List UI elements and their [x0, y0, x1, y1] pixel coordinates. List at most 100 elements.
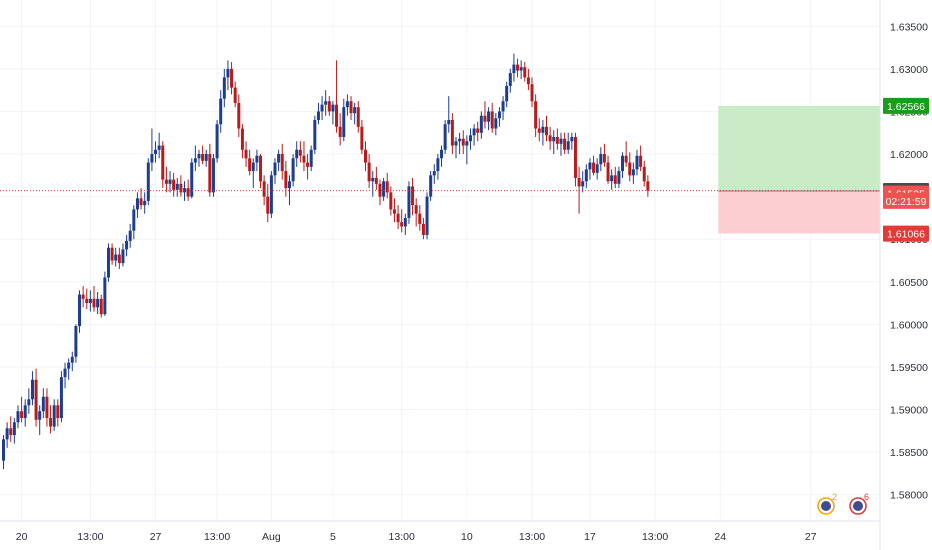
candle-body	[642, 166, 646, 182]
candle-body	[244, 149, 248, 159]
axis-tag-background	[883, 192, 929, 209]
dividend-event-icon[interactable]: 6	[849, 492, 869, 515]
candle-body	[81, 294, 85, 299]
axis-tag-label: 1.61066	[887, 229, 925, 241]
candle-body	[161, 145, 165, 180]
axis-tag-background	[883, 225, 929, 242]
candle-body	[92, 298, 96, 308]
candle-body	[407, 186, 411, 218]
candle-body	[128, 230, 132, 241]
time-tick-label: 20	[16, 531, 28, 543]
time-axis[interactable]: 20 13:00 27 13:00 Aug 5 13:00 10 13:00 17 13:00 24 2…	[16, 531, 817, 543]
candle-body	[465, 141, 469, 146]
candle-body	[364, 149, 367, 163]
candle-body	[483, 115, 487, 122]
candle-body	[27, 399, 31, 406]
candle-body	[219, 98, 223, 125]
candle-body	[52, 405, 56, 427]
candle-body	[595, 164, 599, 173]
candle-body	[468, 135, 472, 142]
price-tick-label: 1.59000	[890, 405, 928, 417]
axis-tag-label: 02:21:59	[886, 196, 927, 208]
candle-body	[103, 277, 107, 315]
candle-body	[16, 411, 20, 423]
candle-body	[639, 155, 643, 167]
candle-body	[309, 149, 313, 167]
candle-body	[628, 162, 632, 176]
candle-body	[516, 64, 520, 71]
candle-body	[353, 107, 357, 114]
profit-zone[interactable]	[718, 105, 880, 192]
candle-body	[345, 101, 349, 108]
candle-body	[324, 101, 328, 105]
candle-body	[490, 111, 494, 129]
candle-body	[88, 298, 92, 304]
candle-body	[197, 154, 201, 159]
candle-body	[255, 155, 259, 163]
candle-body	[320, 104, 324, 112]
time-tick-label: 10	[461, 531, 473, 543]
long-position-tool[interactable]	[718, 105, 880, 234]
candle-body	[63, 368, 67, 378]
candle-body	[248, 158, 252, 172]
candle-body	[617, 171, 621, 184]
candle-body	[34, 379, 38, 420]
time-tick-label: 13:00	[77, 531, 103, 543]
candle-body	[545, 126, 548, 136]
price-tick-label: 1.58000	[890, 490, 928, 502]
candle-body	[646, 181, 650, 191]
candle-body	[132, 209, 136, 231]
candle-body	[183, 188, 186, 193]
candle-body	[287, 181, 291, 189]
candle-body	[563, 138, 567, 150]
candle-body	[280, 154, 284, 172]
axis-tag-label: 1.62566	[887, 101, 925, 113]
candle-body	[99, 298, 103, 315]
candle-body	[610, 175, 614, 182]
candle-body	[440, 149, 444, 159]
candle-body	[121, 249, 125, 264]
candle-body	[476, 128, 480, 133]
candle-body	[154, 149, 158, 155]
calendar-event-icon[interactable]: 2	[817, 492, 837, 515]
candle-body	[541, 126, 545, 133]
candle-body	[599, 154, 603, 165]
candle-body	[230, 68, 234, 88]
candle-body	[371, 177, 375, 182]
candle-body	[172, 179, 176, 190]
candle-body	[12, 422, 16, 436]
candle-body	[487, 111, 491, 122]
candle-body	[215, 124, 219, 159]
candle-body	[56, 405, 60, 419]
candle-body	[519, 67, 523, 71]
candle-body	[512, 64, 516, 74]
candle-body	[23, 405, 27, 419]
candle-body	[411, 186, 415, 206]
candle-body	[277, 154, 281, 163]
candle-body	[143, 200, 147, 206]
candle-body	[20, 411, 24, 419]
candle-body	[240, 128, 244, 150]
badge-core	[821, 501, 831, 511]
candle-body	[559, 138, 563, 144]
grid-lines	[0, 0, 880, 521]
loss-zone[interactable]	[718, 191, 880, 234]
candle-body	[454, 141, 458, 146]
candle-body	[251, 162, 255, 172]
candle-body	[106, 247, 110, 278]
candle-body	[534, 101, 538, 129]
candle-body	[613, 175, 617, 184]
candles-layer	[2, 53, 650, 470]
candle-body	[400, 222, 404, 227]
candle-body	[360, 126, 364, 150]
candle-body	[139, 198, 143, 206]
candle-body	[461, 138, 465, 146]
candle-body	[193, 158, 197, 163]
candle-body	[168, 179, 172, 184]
price-tick-label: 1.63000	[890, 64, 928, 76]
candle-body	[338, 126, 342, 138]
candle-body	[403, 217, 407, 227]
candle-body	[186, 188, 190, 197]
